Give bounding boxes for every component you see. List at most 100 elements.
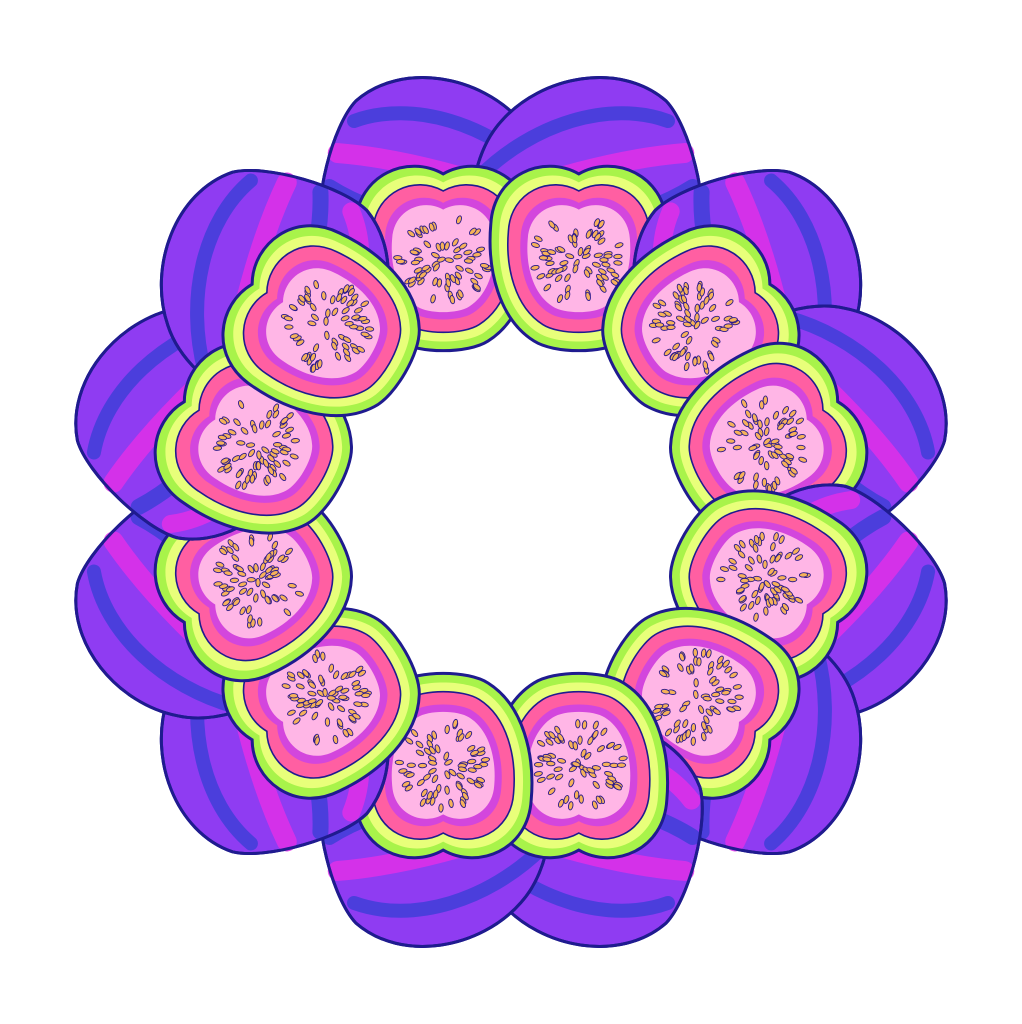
fig-seed [262,458,269,468]
fig-seed [722,659,730,668]
fig-seed [277,554,286,562]
fig-seed [556,757,567,764]
fig-seed [336,718,344,727]
fig-seed [657,299,667,307]
fig-seed [235,480,242,490]
fig-seed [724,666,733,674]
fig-seed [342,336,352,343]
fig-seed [257,617,263,627]
mandala-wedge [74,168,421,541]
fig-seed [284,324,294,330]
fig-seed [415,749,425,757]
fig-seed [232,598,241,607]
fig-seed [466,745,476,752]
fig-seed [247,614,253,624]
fig-seed [786,417,795,425]
fig-seed [773,532,779,542]
fig-seed [758,456,764,466]
fig-seed [448,768,457,777]
fig-seed [271,540,279,550]
fig-seed [407,230,416,238]
fig-seed [405,772,415,778]
fig-seed [417,762,428,769]
fig-seed [738,540,746,549]
fig-seed [593,252,603,259]
fig-seed [666,320,676,326]
fig-seed [279,594,288,602]
fig-seed [727,698,737,705]
fig-seed [600,273,609,281]
fig-seed [679,704,688,713]
fig-seed [266,409,273,419]
fig-seed [546,760,556,767]
fig-seed [728,317,738,323]
fig-seed [353,701,363,707]
fig-seed [542,756,552,763]
fig-seed [725,299,734,307]
fig-seed [708,304,717,312]
fig-seed [591,765,602,771]
fig-seed [334,685,344,693]
fig-seed [451,238,459,247]
fig-seed [719,566,729,572]
fig-seed [215,561,225,568]
fig-seed [657,311,667,318]
fig-seed [248,448,256,458]
fig-seed [554,773,564,781]
fig-seed [226,546,234,555]
fig-seed [575,719,581,729]
fig-seed [654,322,665,328]
fig-seed [662,709,671,717]
fig-seed [705,708,713,717]
fig-seed [320,651,326,661]
fig-seed [246,577,256,583]
fig-seed [364,326,375,332]
fig-seed [347,288,355,297]
fig-seed [219,547,228,556]
fig-seed [419,798,427,807]
fig-seed [216,440,226,446]
fig-seed [748,601,755,610]
half-fig-left [221,606,421,800]
fig-seed [341,342,350,351]
fig-seed [701,721,707,731]
fig-seed [675,315,685,322]
fig-seed [672,291,680,300]
skin-stripe [346,840,550,918]
fig-seed [585,291,591,301]
fig-seed [342,728,350,738]
fig-seed [436,256,446,263]
fig-seed [530,242,540,248]
fig-seed [361,692,371,699]
fig-seed [428,767,437,775]
fig-seed [239,606,246,616]
fig-seed [475,246,486,253]
fig-seed [394,759,405,766]
fig-seed [712,708,721,716]
fig-seed [341,307,350,315]
fig-seed [678,652,685,662]
fig-seed [586,767,596,774]
fig-seed [703,715,710,725]
fig-seed [530,264,540,271]
fig-seed [684,309,692,318]
fig-seed [396,258,406,265]
fig-seed [601,761,612,768]
fig-seed [683,286,689,296]
fig-seed [253,563,259,573]
fig-seed [796,434,806,440]
fig-seed [536,740,546,747]
fig-seed [564,273,571,282]
fig-seed [470,277,479,285]
fig-seed [666,324,676,331]
fig-seed [246,587,254,596]
fig-seed [342,348,351,357]
fig-seed [235,469,243,479]
fig-seed [453,253,463,260]
fig-seed [596,279,604,288]
fig-seed [236,440,246,446]
fig-seed [344,321,354,327]
fig-seed [548,731,556,740]
fig-seed [298,294,306,303]
fig-seed [212,445,223,451]
